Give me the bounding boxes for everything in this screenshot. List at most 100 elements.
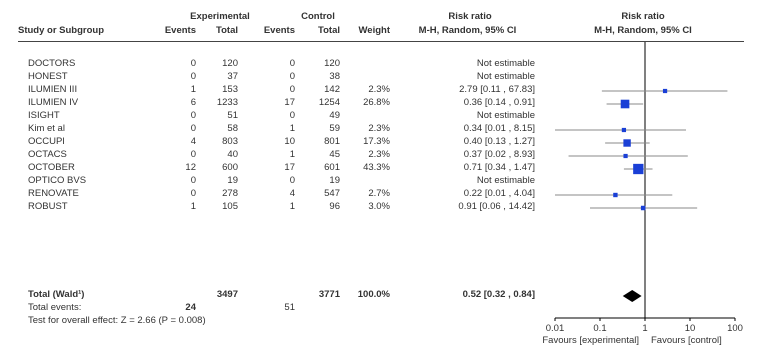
ctl-events-cell: 0 (289, 110, 295, 121)
plot-risk-ratio-header: Risk ratio (621, 11, 665, 22)
exp-events-cell: 0 (190, 149, 196, 160)
plot-method-header: M-H, Random, 95% CI (594, 25, 692, 36)
experimental-group-header: Experimental (190, 11, 250, 22)
study-column-header: Study or Subgroup (18, 25, 105, 36)
rr-ci-cell: 0.91 [0.06 , 14.42] (458, 201, 535, 212)
ctl-events-cell: 17 (284, 162, 295, 173)
risk-ratio-header: Risk ratio (448, 11, 492, 22)
study-name: OCCUPI (28, 136, 65, 147)
point-marker (640, 205, 646, 211)
rr-ci-cell: Not estimable (476, 110, 535, 121)
exp-events-cell: 6 (190, 97, 196, 108)
exp-total-cell: 51 (227, 110, 238, 121)
favours-control-label: Favours [control] (651, 335, 722, 345)
exp-events-cell: 0 (190, 175, 196, 186)
weight-cell: 17.3% (363, 136, 390, 147)
rr-ci-cell: 2.79 [0.11 , 67.83] (459, 84, 535, 95)
favours-experimental-label: Favours [experimental] (542, 335, 639, 345)
exp-total-cell: 105 (222, 201, 238, 212)
study-name: RENOVATE (28, 188, 79, 199)
total-exp-total: 3497 (216, 289, 238, 300)
total-events-exp: 24 (185, 302, 196, 313)
weight-cell: 2.7% (368, 188, 390, 199)
rr-ci-cell: 0.71 [0.34 , 1.47] (463, 162, 535, 173)
ctl-events-cell: 10 (284, 136, 295, 147)
x-tick-label: 10 (685, 323, 696, 334)
weight-cell: 43.3% (363, 162, 390, 173)
exp-events-cell: 0 (190, 58, 196, 69)
ctl-events-cell: 1 (289, 201, 295, 212)
exp-total-cell: 600 (222, 162, 238, 173)
x-tick-label: 100 (727, 323, 743, 334)
ctl-events-cell: 0 (289, 84, 295, 95)
exp-events-cell: 0 (190, 123, 196, 134)
exp-total-header: Total (216, 25, 238, 36)
exp-total-cell: 120 (222, 58, 238, 69)
ctl-total-cell: 96 (329, 201, 340, 212)
study-name: OCTOBER (28, 162, 75, 173)
ctl-total-cell: 38 (329, 71, 340, 82)
total-ctl-total: 3771 (318, 289, 340, 300)
weight-cell: 2.3% (368, 84, 390, 95)
total-events-ctl: 51 (284, 302, 295, 313)
ctl-events-cell: 0 (289, 71, 295, 82)
rr-ci-cell: 0.36 [0.14 , 0.91] (463, 97, 535, 108)
ctl-events-cell: 0 (289, 58, 295, 69)
study-name: DOCTORS (28, 58, 76, 69)
exp-total-cell: 153 (222, 84, 238, 95)
weight-cell: 2.3% (368, 149, 390, 160)
exp-total-cell: 37 (227, 71, 238, 82)
ctl-total-cell: 547 (324, 188, 340, 199)
exp-total-cell: 19 (227, 175, 238, 186)
ctl-total-cell: 49 (329, 110, 340, 121)
rr-ci-cell: 0.34 [0.01 , 8.15] (463, 123, 535, 134)
study-name: ILUMIEN IV (28, 97, 79, 108)
total-label: Total (Wald¹) (28, 289, 85, 300)
rr-ci-cell: 0.37 [0.02 , 8.93] (463, 149, 535, 160)
weight-header: Weight (358, 25, 391, 36)
rr-ci-cell: Not estimable (476, 175, 535, 186)
study-name: ISIGHT (28, 110, 60, 121)
method-header: M-H, Random, 95% CI (418, 25, 517, 36)
ctl-events-cell: 4 (289, 188, 295, 199)
header-divider (18, 41, 744, 42)
ctl-total-cell: 801 (324, 136, 340, 147)
point-marker (613, 192, 618, 198)
exp-total-cell: 1233 (216, 97, 238, 108)
ctl-events-cell: 0 (289, 175, 295, 186)
exp-events-header: Events (164, 25, 196, 36)
weight-cell: 26.8% (363, 97, 390, 108)
point-marker (623, 153, 628, 159)
ctl-total-cell: 601 (324, 162, 340, 173)
pooled-diamond (622, 290, 642, 302)
overall-effect-test: Test for overall effect: Z = 2.66 (P = 0… (28, 315, 206, 326)
study-name: OCTACS (28, 149, 67, 160)
rr-ci-cell: Not estimable (476, 71, 535, 82)
x-tick-label: 0.1 (593, 323, 606, 334)
exp-total-cell: 278 (222, 188, 238, 199)
total-events-label: Total events: (28, 302, 82, 313)
exp-total-cell: 40 (227, 149, 238, 160)
rr-ci-cell: Not estimable (476, 58, 535, 69)
ctl-total-cell: 1254 (318, 97, 340, 108)
exp-events-cell: 0 (190, 110, 196, 121)
study-name: HONEST (28, 71, 68, 82)
study-name: ROBUST (28, 201, 68, 212)
ctl-events-header: Events (263, 25, 295, 36)
point-marker (621, 127, 627, 133)
ctl-total-cell: 19 (329, 175, 340, 186)
study-name: Kim et al (28, 123, 65, 134)
weight-cell: 2.3% (368, 123, 390, 134)
exp-total-cell: 58 (227, 123, 238, 134)
point-marker (662, 88, 668, 94)
exp-events-cell: 0 (190, 188, 196, 199)
exp-events-cell: 4 (190, 136, 196, 147)
ctl-total-cell: 59 (329, 123, 340, 134)
rr-ci-cell: 0.40 [0.13 , 1.27] (463, 136, 535, 147)
point-marker (623, 139, 631, 147)
weight-cell: 3.0% (368, 201, 390, 212)
total-weight: 100.0% (357, 289, 390, 300)
point-marker (620, 99, 630, 109)
